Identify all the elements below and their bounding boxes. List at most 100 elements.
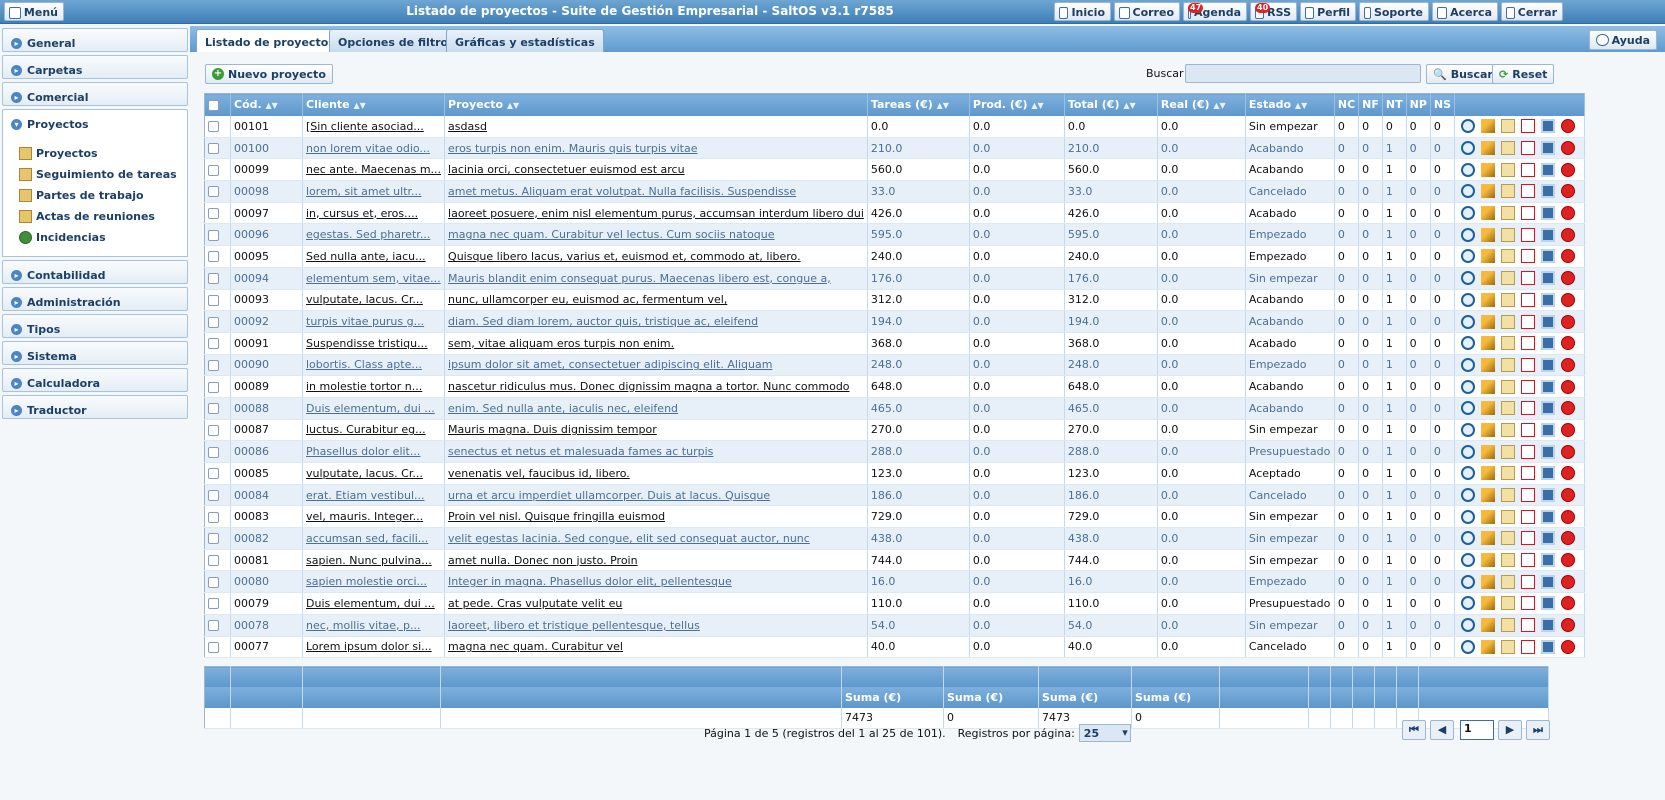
copy-icon[interactable] — [1501, 639, 1516, 654]
pdf-icon[interactable] — [1521, 141, 1536, 156]
cell-proyecto[interactable]: magna nec quam. Curabitur vel — [444, 636, 868, 659]
proyecto-link[interactable]: Proin vel nisl. Quisque fringilla euismo… — [448, 510, 666, 524]
cliente-link[interactable]: nec, mollis vitae, p... — [306, 618, 421, 632]
copy-icon[interactable] — [1501, 271, 1516, 286]
monitor-icon[interactable] — [1541, 509, 1556, 524]
cliente-link[interactable]: lobortis. Class apte... — [306, 358, 422, 372]
row-checkbox[interactable] — [208, 273, 219, 285]
monitor-icon[interactable] — [1541, 292, 1556, 307]
cell-proyecto[interactable]: urna et arcu imperdiet ullamcorper. Duis… — [444, 484, 868, 507]
monitor-icon[interactable] — [1541, 141, 1556, 156]
row-checkbox[interactable] — [208, 641, 219, 653]
col-estado[interactable]: Estado ▲▼ — [1245, 93, 1335, 116]
pdf-icon[interactable] — [1521, 531, 1536, 546]
delete-icon[interactable] — [1561, 379, 1576, 394]
table-row[interactable]: 00079 Duis elementum, dui ... at pede. Cra… — [204, 592, 1586, 615]
pdf-icon[interactable] — [1521, 509, 1536, 524]
table-row[interactable]: 00098 lorem, sit amet ultr... amet metus. … — [204, 180, 1586, 203]
delete-icon[interactable] — [1561, 531, 1576, 546]
row-checkbox[interactable] — [208, 555, 219, 567]
view-icon[interactable] — [1461, 509, 1476, 524]
copy-icon[interactable] — [1501, 357, 1516, 372]
delete-icon[interactable] — [1561, 444, 1576, 459]
edit-icon[interactable] — [1481, 249, 1496, 264]
copy-icon[interactable] — [1501, 596, 1516, 611]
proyecto-link[interactable]: Quisque libero lacus, varius et, euismod… — [448, 249, 801, 263]
delete-icon[interactable] — [1561, 271, 1576, 286]
row-checkbox[interactable] — [208, 403, 219, 415]
last-page-button[interactable]: ⏭ — [1526, 720, 1550, 740]
delete-icon[interactable] — [1561, 466, 1576, 481]
cell-cliente[interactable]: turpis vitae purus g... — [302, 310, 446, 333]
delete-icon[interactable] — [1561, 206, 1576, 221]
cliente-link[interactable]: luctus. Curabitur eg... — [306, 423, 426, 437]
cell-proyecto[interactable]: enim. Sed nulla ante, iaculis nec, eleif… — [444, 397, 868, 420]
row-checkbox[interactable] — [208, 511, 219, 523]
cliente-link[interactable]: sapien molestie orci... — [306, 575, 427, 589]
monitor-icon[interactable] — [1541, 639, 1556, 654]
pdf-icon[interactable] — [1521, 314, 1536, 329]
table-row[interactable]: 00094 elementum sem, vitae... Mauris bland… — [204, 267, 1586, 290]
pdf-icon[interactable] — [1521, 444, 1536, 459]
pdf-icon[interactable] — [1521, 357, 1536, 372]
monitor-icon[interactable] — [1541, 379, 1556, 394]
row-checkbox[interactable] — [208, 490, 219, 502]
view-icon[interactable] — [1461, 596, 1476, 611]
copy-icon[interactable] — [1501, 488, 1516, 503]
cliente-link[interactable]: in molestie tortor n... — [306, 380, 423, 394]
sidebar-group-contabilidad[interactable]: ▸ Contabilidad — [2, 260, 188, 284]
cliente-link[interactable]: Phasellus dolor elit... — [306, 445, 421, 459]
edit-icon[interactable] — [1481, 292, 1496, 307]
tab-listado[interactable]: Listado de proyectos — [196, 29, 344, 52]
view-icon[interactable] — [1461, 466, 1476, 481]
proyecto-link[interactable]: senectus et netus et malesuada fames ac … — [448, 445, 714, 459]
cliente-link[interactable]: accumsan sed, facili... — [306, 531, 429, 545]
proyecto-link[interactable]: nunc, ullamcorper eu, euismod ac, fermen… — [448, 293, 728, 307]
copy-icon[interactable] — [1501, 531, 1516, 546]
sidebar-item-seguimiento[interactable]: Seguimiento de tareas — [3, 164, 187, 185]
copy-icon[interactable] — [1501, 184, 1516, 199]
view-icon[interactable] — [1461, 639, 1476, 654]
cell-cliente[interactable]: sapien molestie orci... — [302, 570, 446, 594]
proyecto-link[interactable]: lacinia orci, consectetuer euismod est a… — [448, 163, 685, 177]
cliente-link[interactable]: [Sin cliente asociad... — [306, 119, 424, 133]
monitor-icon[interactable] — [1541, 401, 1556, 416]
cliente-link[interactable]: turpis vitae purus g... — [306, 315, 425, 329]
agenda-button[interactable]: 47 Agenda — [1183, 2, 1247, 21]
cell-proyecto[interactable]: laoreet, libero et tristique pellentesqu… — [444, 614, 868, 637]
edit-icon[interactable] — [1481, 119, 1496, 134]
table-row[interactable]: 00097 in, cursus et, eros.... laoreet posu… — [204, 202, 1586, 225]
view-icon[interactable] — [1461, 444, 1476, 459]
col-codigo[interactable]: Cód. ▲▼ — [230, 93, 303, 116]
copy-icon[interactable] — [1501, 574, 1516, 589]
cell-proyecto[interactable]: Quisque libero lacus, varius et, euismod… — [444, 245, 868, 268]
row-checkbox[interactable] — [208, 576, 219, 588]
cliente-link[interactable]: Lorem ipsum dolor si... — [306, 640, 432, 654]
monitor-icon[interactable] — [1541, 488, 1556, 503]
copy-icon[interactable] — [1501, 422, 1516, 437]
cell-proyecto[interactable]: Proin vel nisl. Quisque fringilla euismo… — [444, 505, 868, 529]
edit-icon[interactable] — [1481, 509, 1496, 524]
cell-proyecto[interactable]: sem, vitae aliquam eros turpis non enim. — [444, 332, 868, 355]
copy-icon[interactable] — [1501, 466, 1516, 481]
row-checkbox[interactable] — [208, 381, 219, 393]
sidebar-item-incidencias[interactable]: Incidencias — [3, 227, 187, 248]
row-checkbox[interactable] — [208, 598, 219, 610]
cell-proyecto[interactable]: lacinia orci, consectetuer euismod est a… — [444, 158, 868, 182]
cell-cliente[interactable]: elementum sem, vitae... — [302, 267, 446, 290]
table-row[interactable]: 00078 nec, mollis vitae, p... laoreet, lib… — [204, 614, 1586, 637]
view-icon[interactable] — [1461, 488, 1476, 503]
edit-icon[interactable] — [1481, 618, 1496, 633]
copy-icon[interactable] — [1501, 227, 1516, 242]
perfil-button[interactable]: Perfil — [1300, 2, 1356, 21]
proyecto-link[interactable]: Integer in magna. Phasellus dolor elit, … — [448, 575, 732, 589]
proyecto-link[interactable]: Mauris magna. Duis dignissim tempor — [448, 423, 657, 437]
edit-icon[interactable] — [1481, 227, 1496, 242]
cell-cliente[interactable]: Suspendisse tristiqu... — [302, 332, 446, 355]
cell-proyecto[interactable]: diam. Sed diam lorem, auctor quis, trist… — [444, 310, 868, 333]
delete-icon[interactable] — [1561, 249, 1576, 264]
monitor-icon[interactable] — [1541, 184, 1556, 199]
cell-proyecto[interactable]: ipsum dolor sit amet, consectetuer adipi… — [444, 354, 868, 377]
row-checkbox[interactable] — [208, 208, 219, 220]
prev-page-button[interactable]: ◀ — [1430, 720, 1454, 740]
